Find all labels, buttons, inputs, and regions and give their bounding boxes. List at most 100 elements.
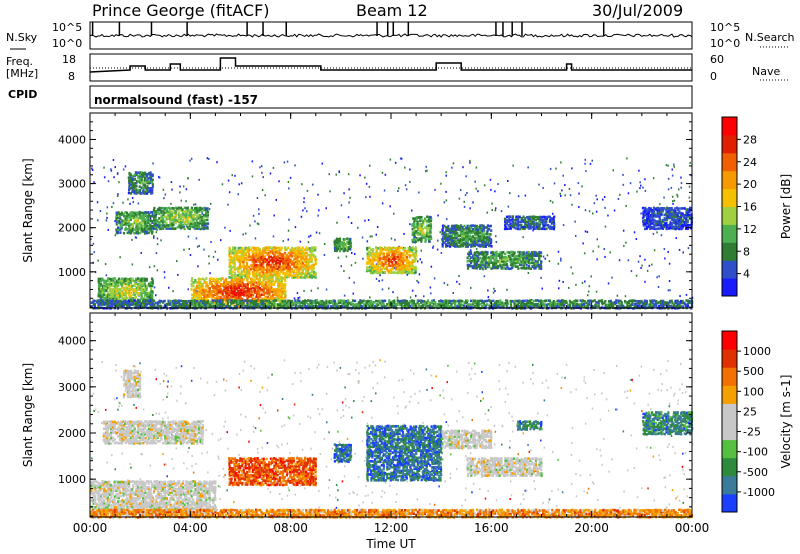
data-cell <box>190 300 194 303</box>
data-cell <box>535 263 538 267</box>
data-cell <box>426 224 429 228</box>
data-cell <box>122 305 125 308</box>
data-cell <box>501 260 504 263</box>
data-cell <box>509 223 512 227</box>
data-cell <box>122 223 125 226</box>
data-cell <box>468 259 471 263</box>
data-cell <box>285 274 288 277</box>
data-cell <box>137 279 140 283</box>
data-cell <box>239 255 242 258</box>
data-cell <box>392 246 395 250</box>
data-cell <box>262 275 265 279</box>
data-cell <box>674 215 678 218</box>
data-cell <box>429 226 433 230</box>
data-cell <box>258 268 261 272</box>
data-cell <box>183 303 186 306</box>
scatter-cell <box>430 292 432 295</box>
data-cell <box>114 285 117 288</box>
data-cell <box>194 294 197 297</box>
data-cell <box>334 249 337 252</box>
data-cell <box>278 279 281 282</box>
scatter-cell <box>286 160 289 163</box>
scatter-cell <box>272 166 275 169</box>
data-cell <box>108 293 111 296</box>
data-cell <box>253 274 257 277</box>
scatter-cell <box>673 165 675 168</box>
data-cell <box>244 265 247 268</box>
data-cell <box>663 213 666 217</box>
data-cell <box>549 219 552 222</box>
scatter-cell <box>689 161 691 164</box>
data-cell <box>248 250 251 253</box>
data-cell <box>674 211 677 215</box>
data-cell <box>402 248 405 251</box>
data-cell <box>450 228 453 231</box>
data-cell <box>662 209 665 212</box>
data-cell <box>468 258 471 261</box>
data-cell <box>131 178 134 181</box>
data-cell <box>267 286 270 289</box>
data-cell <box>217 277 221 281</box>
data-cell <box>520 256 523 260</box>
data-cell <box>520 225 523 229</box>
data-cell <box>149 295 152 299</box>
data-cell <box>687 213 690 217</box>
data-cell <box>204 209 208 213</box>
data-cell <box>129 288 133 291</box>
data-cell <box>149 293 152 297</box>
data-cell <box>398 255 401 258</box>
data-cell <box>178 304 181 308</box>
data-cell <box>129 303 133 306</box>
data-cell <box>280 260 283 263</box>
data-cell <box>529 224 532 227</box>
data-cell <box>518 256 521 259</box>
data-cell <box>674 222 677 225</box>
data-cell <box>520 220 523 224</box>
data-cell <box>349 244 352 247</box>
data-cell <box>195 227 198 230</box>
scatter-cell <box>293 297 296 300</box>
scatter-cell <box>396 296 399 299</box>
data-cell <box>536 217 540 221</box>
data-cell <box>547 224 550 227</box>
data-cell <box>151 180 154 184</box>
data-cell <box>410 271 413 275</box>
data-cell <box>115 221 118 224</box>
scatter-cell <box>403 232 405 235</box>
scatter-cell <box>153 235 155 237</box>
data-cell <box>224 281 227 284</box>
data-cell <box>369 258 372 262</box>
data-cell <box>477 243 480 246</box>
data-cell <box>237 294 240 297</box>
scatter-cell <box>603 196 606 198</box>
data-cell <box>667 214 670 217</box>
data-cell <box>138 178 141 182</box>
data-cell <box>413 219 416 223</box>
data-cell <box>280 276 283 279</box>
data-cell <box>294 299 297 302</box>
data-cell <box>498 261 501 265</box>
data-cell <box>307 264 310 267</box>
data-cell <box>481 229 484 233</box>
data-cell <box>257 283 260 286</box>
data-cell <box>225 299 228 302</box>
data-cell <box>261 288 264 292</box>
data-cell <box>281 255 284 259</box>
data-cell <box>425 232 429 235</box>
data-cell <box>203 299 206 303</box>
data-cell <box>676 215 679 219</box>
data-cell <box>276 273 279 277</box>
data-cell <box>244 283 247 286</box>
data-cell <box>189 299 192 303</box>
scatter-cell <box>381 288 384 291</box>
scatter-cell <box>445 174 447 177</box>
data-cell <box>249 286 253 290</box>
data-cell <box>97 293 100 296</box>
data-cell <box>199 206 202 210</box>
data-cell <box>127 215 130 218</box>
data-cell <box>515 224 518 227</box>
data-cell <box>122 281 126 284</box>
data-cell <box>479 226 482 230</box>
data-cell <box>658 213 661 217</box>
data-cell <box>535 261 538 265</box>
